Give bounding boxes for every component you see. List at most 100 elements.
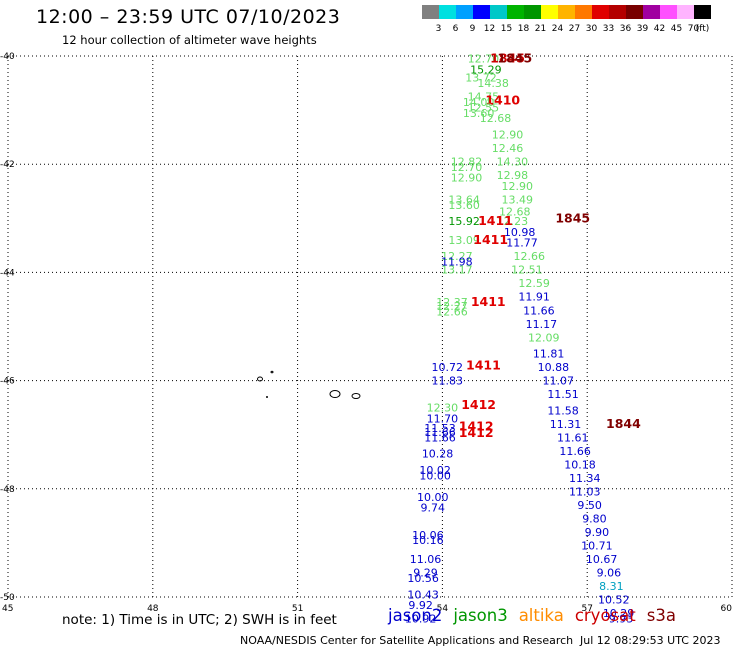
wave-height-label: 14.38 <box>477 77 509 90</box>
wave-height-label: 10.00 <box>417 491 449 504</box>
wave-height-label: 11.66 <box>559 445 591 458</box>
color-scale-label: 6 <box>453 24 459 34</box>
wave-height-label: 14.30 <box>497 155 529 168</box>
wave-height-label: 12.82 <box>451 155 483 168</box>
pass-time-label: 1411 <box>478 213 513 228</box>
color-scale-label: 45 <box>671 24 682 34</box>
pass-time-label: 1844 <box>606 416 641 431</box>
wave-height-label: 11.81 <box>533 348 565 361</box>
wave-height-label: 11.31 <box>550 418 582 431</box>
legend-jason2: jason2 <box>388 606 443 625</box>
wave-height-label: 10.72 <box>431 361 463 374</box>
color-swatch <box>660 5 677 19</box>
wave-height-label: 11.53 <box>424 422 456 435</box>
wave-height-label: 12.23 <box>497 215 529 228</box>
wave-height-label: 11.83 <box>431 375 463 388</box>
color-swatch <box>558 5 575 19</box>
wave-height-label: 10.98 <box>504 226 536 239</box>
wave-height-label: 11.91 <box>518 291 550 304</box>
x-tick-label: 48 <box>147 604 159 614</box>
island <box>266 396 268 398</box>
wave-height-label: 9.74 <box>420 502 445 515</box>
color-scale-legend: 3 6 9 12 15 18 21 24 27 30 33 36 39 42 45 70(ft) <box>422 5 711 34</box>
wave-height-label: 11.77 <box>506 237 538 250</box>
color-scale-label: 39 <box>637 24 649 34</box>
wave-height-label: 10.43 <box>407 588 439 601</box>
wave-height-label: 10.52 <box>598 594 630 607</box>
wave-height-label: 10.18 <box>564 458 596 471</box>
color-swatch <box>626 5 643 19</box>
wave-height-label: 11.07 <box>542 375 574 388</box>
wave-height-label: 11.61 <box>557 431 589 444</box>
wave-height-label: 11.58 <box>547 404 579 417</box>
legend-altika: altika <box>518 606 564 625</box>
wave-height-label: 12.70 <box>468 53 500 66</box>
footer-credit: NOAA/NESDIS Center for Satellite Applica… <box>240 634 574 647</box>
color-swatch <box>643 5 660 19</box>
wave-height-label: 11.06 <box>410 553 442 566</box>
wave-height-label: 12.09 <box>528 331 560 344</box>
wave-height-label: 12.66 <box>436 305 468 318</box>
color-scale-label: 70 <box>688 24 700 34</box>
color-scale-label: 24 <box>552 24 564 34</box>
color-swatch <box>456 5 473 19</box>
grid-lines <box>7 55 733 598</box>
wave-height-label: 11.66 <box>523 304 555 317</box>
x-tick-label: 57 <box>581 604 592 614</box>
chart-subtitle: 12 hour collection of altimeter wave hei… <box>62 33 317 47</box>
wave-height-label: 12.30 <box>427 402 459 415</box>
satellite-legend: jason2 jason3 altika cryosat s3a <box>388 606 687 625</box>
chart-title: 12:00 – 23:59 UTC 07/10/2023 <box>36 6 341 28</box>
color-swatch <box>524 5 541 19</box>
wave-height-label: 9.50 <box>577 499 602 512</box>
wave-height-label: 12.66 <box>514 250 546 263</box>
wave-height-label: 13.60 <box>463 107 495 120</box>
wave-height-label: 13.64 <box>448 193 480 206</box>
x-tick-label: 54 <box>437 604 449 614</box>
y-tick-label: -48 <box>0 485 15 495</box>
wave-height-label: 15.92 <box>448 215 480 228</box>
wave-height-label: 9.06 <box>597 567 622 580</box>
pass-time-label: 1410 <box>485 92 520 107</box>
pass-time-label: 1845 <box>490 51 525 66</box>
wave-height-label: 10.16 <box>412 534 444 547</box>
color-scale-label: 42 <box>654 24 665 34</box>
y-tick-label: -40 <box>0 52 15 62</box>
wave-height-label: 11.51 <box>547 388 579 401</box>
wave-height-label: 10.56 <box>407 572 439 585</box>
wave-height-label: 13.49 <box>501 193 533 206</box>
color-swatch <box>439 5 456 19</box>
wave-height-label: 11.66 <box>424 426 456 439</box>
color-swatch <box>694 5 711 19</box>
wave-height-label: 12.98 <box>497 169 529 182</box>
color-scale-label: 18 <box>518 24 530 34</box>
wave-height-label: 11.70 <box>427 412 459 425</box>
color-scale-label: 3 <box>436 24 442 34</box>
pass-time-label: 1412 <box>459 419 494 434</box>
legend-jason3: jason3 <box>453 606 508 625</box>
island <box>257 376 263 382</box>
color-scale-label: 33 <box>603 24 614 34</box>
wave-height-label: 10.92 <box>405 613 437 626</box>
wave-height-label: 12.90 <box>492 128 524 141</box>
island <box>329 390 341 398</box>
pass-time-label: 1412 <box>459 425 494 440</box>
color-swatch <box>490 5 507 19</box>
wave-height-label: 10.02 <box>419 464 451 477</box>
wave-height-label: 12.90 <box>501 180 533 193</box>
color-swatch <box>541 5 558 19</box>
color-swatch <box>609 5 626 19</box>
y-tick-label: -44 <box>0 268 15 278</box>
island <box>270 370 274 374</box>
wave-height-label: 13.72 <box>465 72 497 85</box>
color-swatch <box>507 5 524 19</box>
island <box>351 393 361 399</box>
color-scale-label: 21 <box>535 24 546 34</box>
y-tick-label: -50 <box>0 593 15 603</box>
wave-height-label: 10.67 <box>586 553 618 566</box>
y-tick-label: -46 <box>0 377 15 387</box>
pass-time-label: 1412 <box>461 397 496 412</box>
wave-height-label: 10.06 <box>412 529 444 542</box>
wave-height-label: 9.29 <box>413 567 438 580</box>
